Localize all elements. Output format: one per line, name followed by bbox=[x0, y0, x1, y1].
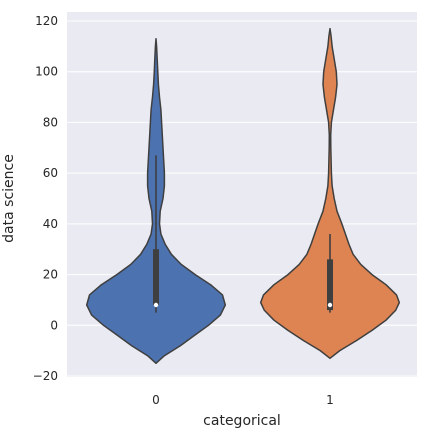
y-tick-label: 20 bbox=[43, 268, 58, 282]
y-axis-label: data science bbox=[1, 154, 17, 243]
y-tick-label: 120 bbox=[35, 14, 58, 28]
y-tick-label: 100 bbox=[35, 65, 58, 79]
median-marker-0 bbox=[153, 302, 159, 308]
median-marker-1 bbox=[327, 302, 333, 308]
y-tick-label: 40 bbox=[43, 217, 58, 231]
x-tick-label: 1 bbox=[326, 393, 334, 407]
y-tick-label: 80 bbox=[43, 115, 58, 129]
y-axis-ticks: −20 0 20 40 60 80 100 120 bbox=[33, 14, 58, 383]
violins bbox=[85, 27, 401, 365]
y-tick-label: 0 bbox=[50, 318, 58, 332]
y-tick-label: −20 bbox=[33, 369, 58, 383]
iqr-box-0 bbox=[153, 249, 159, 305]
y-tick-label: 60 bbox=[43, 166, 58, 180]
x-axis-label: categorical bbox=[203, 413, 281, 429]
x-tick-label: 0 bbox=[152, 393, 160, 407]
iqr-box-1 bbox=[327, 259, 333, 311]
violin-body-1 bbox=[259, 27, 401, 360]
